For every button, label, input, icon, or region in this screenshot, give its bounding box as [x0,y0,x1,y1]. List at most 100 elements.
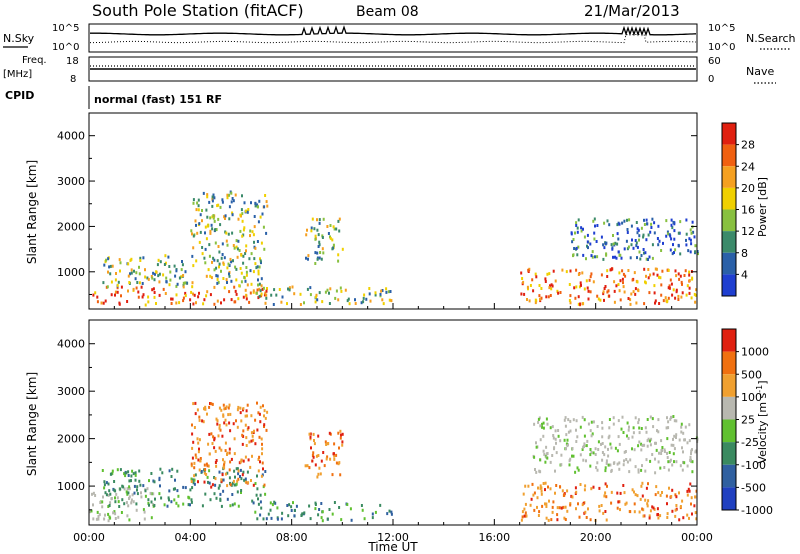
velocity-cell [544,488,546,492]
velocity-cell [134,471,137,475]
velocity-cell [649,439,651,443]
power-cell [642,235,645,239]
power-cell [645,274,647,278]
velocity-cell [694,495,697,499]
power-cell [205,208,208,212]
power-cell [198,291,200,295]
velocity-cell [607,463,610,467]
velocity-ytick-label: 3000 [57,385,85,398]
power-cell [596,294,599,298]
power-cell [210,276,213,280]
power-ytick-label: 1000 [57,266,85,279]
power-cell [326,288,329,292]
velocity-cell [271,503,274,507]
power-cell [219,223,222,227]
power-cell [681,291,684,295]
power-cell [534,298,537,302]
power-cell [253,240,255,244]
power-cell [665,234,668,238]
velocity-cell [310,446,312,450]
power-cell [192,264,195,268]
freq-tick-bottom: 8 [70,74,76,85]
velocity-cell [290,509,293,512]
velocity-cell [581,415,584,419]
power-cell [602,257,605,261]
power-cell [362,296,365,300]
power-cell [260,241,263,245]
power-cell [246,283,249,287]
power-cell [107,270,109,274]
power-cell [590,254,593,258]
power-cell [135,271,138,275]
power-cell [234,193,237,197]
power-cell [580,229,583,233]
power-cell [253,215,256,218]
velocity-cell [647,482,649,486]
velocity-cell [256,428,259,432]
power-cell [686,284,689,288]
power-cell [658,275,660,279]
velocity-cell [211,402,214,406]
velocity-cell [116,496,119,500]
velocity-cell [603,494,606,498]
power-cell [288,286,291,290]
power-cell [636,245,639,249]
power-cell [203,298,206,302]
velocity-cell [163,503,166,507]
power-cell [635,244,638,248]
power-cell [180,275,183,279]
velocity-cell [152,479,155,483]
velocity-cell [607,454,610,458]
power-cell [583,287,586,291]
power-cell [587,297,590,301]
velocity-cell [545,445,548,449]
velocity-cell [321,519,324,523]
power-cell [660,293,663,297]
velocity-cell [671,463,674,467]
velocity-cell [198,447,200,451]
velocity-cell [152,492,155,496]
power-cell [612,234,614,237]
velocity-cell [682,431,685,435]
velocity-cell [564,424,567,428]
velocity-cell [209,498,212,502]
power-cell [314,237,317,241]
power-cell [220,256,223,260]
power-cell [611,247,614,251]
velocity-cell [102,495,104,499]
velocity-cell [648,514,651,518]
velocity-cell [126,492,129,496]
power-cell [322,251,325,255]
velocity-cell [616,462,619,466]
velocity-cell [101,469,104,472]
power-cell [318,256,321,260]
power-cell [306,228,308,232]
power-cell [660,283,663,287]
x-tick-label: 00:00 [73,531,105,544]
power-cell [673,237,676,241]
velocity-cell [198,415,201,419]
power-cell [195,223,197,227]
power-cell [192,234,195,238]
velocity-cell [524,484,527,488]
velocity-cell [259,420,262,424]
velocity-cell [598,509,601,513]
velocity-cell [600,442,602,446]
power-cell [671,252,674,256]
power-cell [144,268,146,272]
nsearch-tick-top: 10^5 [708,23,735,34]
velocity-cell [101,505,104,509]
velocity-cell [533,455,536,459]
power-cell [689,228,692,232]
freq-unit-label: [MHz] [3,69,32,80]
velocity-cell [542,482,545,485]
velocity-cell [657,516,660,520]
velocity-cell [695,449,698,453]
velocity-cell [128,518,131,522]
power-cell [618,289,621,293]
velocity-cell [242,429,245,433]
velocity-cell [189,488,192,492]
power-colorbar-swatch [722,274,736,296]
power-cell [694,244,697,248]
power-cell [244,252,247,255]
